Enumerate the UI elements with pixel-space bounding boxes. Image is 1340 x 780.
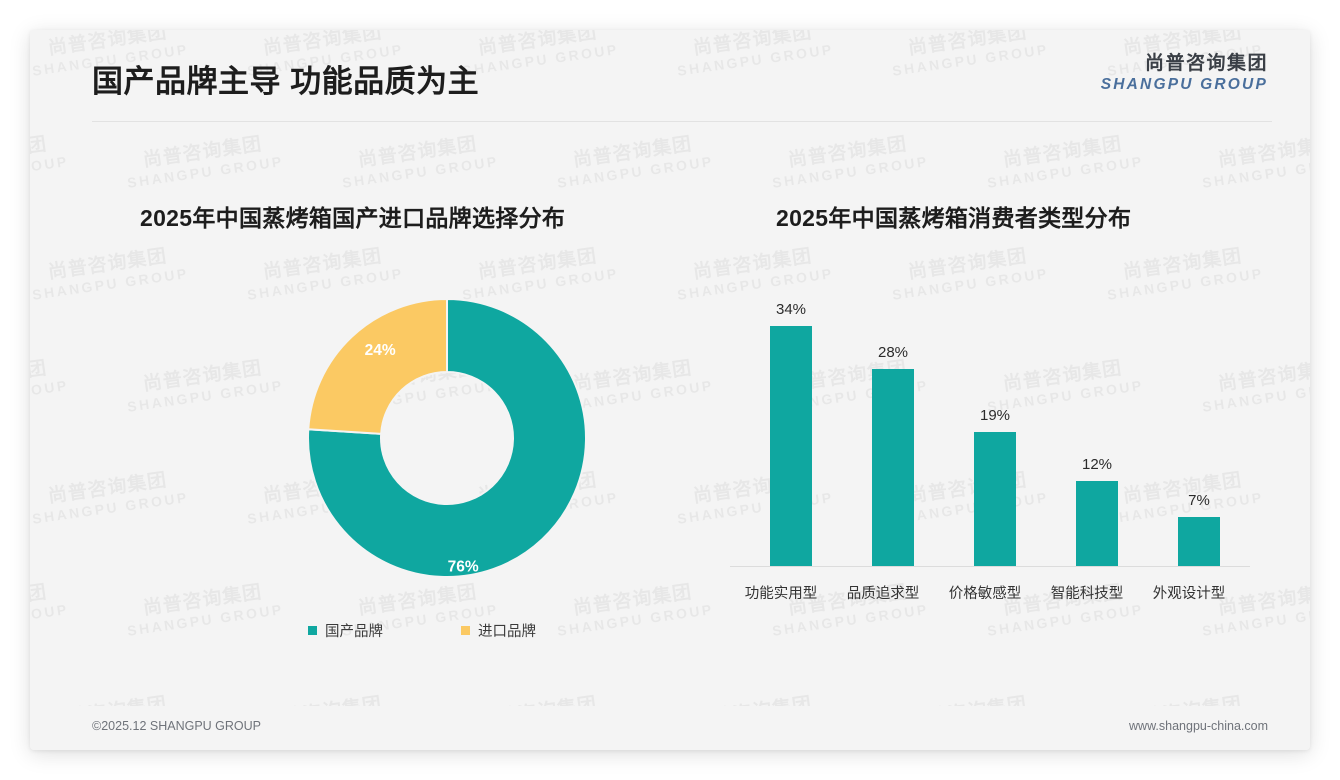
bar-category-label: 功能实用型 bbox=[744, 586, 818, 602]
donut-slice-value-domestic: 76% bbox=[448, 559, 479, 576]
bar-column: 12% bbox=[1046, 298, 1148, 566]
bar-value-label: 7% bbox=[1188, 491, 1210, 509]
legend-item-domestic[interactable]: 国产品牌 bbox=[308, 620, 383, 641]
brand-logo: 尚普咨询集团 SHANGPU GROUP bbox=[1100, 53, 1268, 94]
donut-chart-svg: 76% 24% bbox=[307, 297, 587, 578]
donut-slice-value-imported: 24% bbox=[365, 342, 396, 359]
legend-swatch-domestic bbox=[308, 626, 317, 635]
footer-website[interactable]: www.shangpu-china.com bbox=[1129, 719, 1268, 733]
slide-footer: ©2025.12 SHANGPU GROUP www.shangpu-china… bbox=[30, 706, 1310, 750]
bar-category-label: 智能科技型 bbox=[1050, 586, 1124, 602]
donut-slice-domestic[interactable] bbox=[307, 297, 587, 578]
footer-copyright: ©2025.12 SHANGPU GROUP bbox=[92, 719, 261, 733]
donut-chart: 76% 24% bbox=[302, 293, 592, 583]
bar-category-label: 品质追求型 bbox=[846, 586, 920, 602]
legend-item-imported[interactable]: 进口品牌 bbox=[461, 620, 536, 641]
bar-column: 19% bbox=[944, 298, 1046, 566]
bar[interactable] bbox=[872, 368, 914, 566]
donut-chart-title: 2025年中国蒸烤箱国产进口品牌选择分布 bbox=[140, 205, 566, 231]
donut-legend: 国产品牌 进口品牌 bbox=[242, 620, 602, 641]
legend-swatch-imported bbox=[461, 626, 470, 635]
legend-label-domestic: 国产品牌 bbox=[325, 624, 383, 640]
bar-value-label: 19% bbox=[979, 407, 1011, 424]
bar-column: 7% bbox=[1148, 298, 1250, 566]
logo-english-text: SHANGPU GROUP bbox=[1100, 75, 1268, 93]
bar-column: 34% bbox=[740, 298, 842, 566]
legend-label-imported: 进口品牌 bbox=[478, 624, 536, 640]
donut-slice-imported[interactable] bbox=[307, 297, 448, 435]
bar-value-label: 28% bbox=[877, 343, 909, 361]
bar-value-label: 34% bbox=[775, 301, 807, 319]
bar[interactable] bbox=[770, 326, 812, 566]
bar[interactable] bbox=[1076, 481, 1118, 566]
bar[interactable] bbox=[974, 432, 1016, 566]
bar-value-label: 12% bbox=[1081, 456, 1113, 474]
bar-category-label: 外观设计型 bbox=[1152, 586, 1226, 602]
bar-chart-plot-area: 34% 28% 19% 12% 7% bbox=[730, 298, 1260, 566]
logo-chinese-text: 尚普咨询集团 bbox=[1144, 53, 1268, 74]
header-divider bbox=[92, 121, 1272, 122]
bar-category-label: 价格敏感型 bbox=[948, 586, 1022, 602]
bar-chart-panel: 2025年中国蒸烤箱消费者类型分布 34% 28% 19% 12% 7% 功能实用型 品质… bbox=[720, 30, 1280, 690]
bar-column: 28% bbox=[842, 298, 944, 566]
bar-chart-title: 2025年中国蒸烤箱消费者类型分布 bbox=[776, 205, 1132, 231]
page-title: 国产品牌主导 功能品质为主 bbox=[92, 64, 480, 99]
donut-chart-panel: 2025年中国蒸烤箱国产进口品牌选择分布 76% 24% 国产品牌 进口品牌 bbox=[92, 30, 712, 690]
bar-chart-axis-line bbox=[730, 566, 1250, 567]
bar[interactable] bbox=[1178, 516, 1220, 566]
slide-header: 国产品牌主导 功能品质为主 尚普咨询集团 SHANGPU GROUP bbox=[30, 30, 1310, 121]
